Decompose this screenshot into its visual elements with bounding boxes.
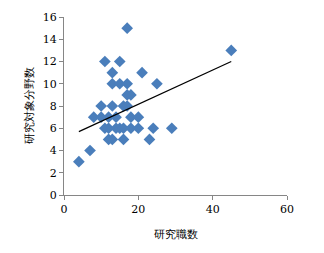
svg-text:0: 0 (61, 203, 68, 216)
svg-text:研究対象分野数: 研究対象分野数 (23, 68, 36, 145)
svg-text:0: 0 (50, 189, 57, 202)
svg-text:8: 8 (50, 100, 57, 113)
svg-text:2: 2 (50, 167, 57, 180)
svg-text:12: 12 (43, 55, 57, 68)
svg-text:20: 20 (131, 203, 145, 216)
svg-text:14: 14 (43, 33, 57, 46)
svg-text:10: 10 (43, 78, 57, 91)
svg-text:16: 16 (43, 11, 57, 24)
svg-text:研究職数: 研究職数 (154, 228, 198, 241)
svg-text:6: 6 (50, 122, 57, 135)
svg-text:60: 60 (280, 203, 294, 216)
svg-text:40: 40 (206, 203, 220, 216)
svg-text:4: 4 (50, 144, 57, 157)
